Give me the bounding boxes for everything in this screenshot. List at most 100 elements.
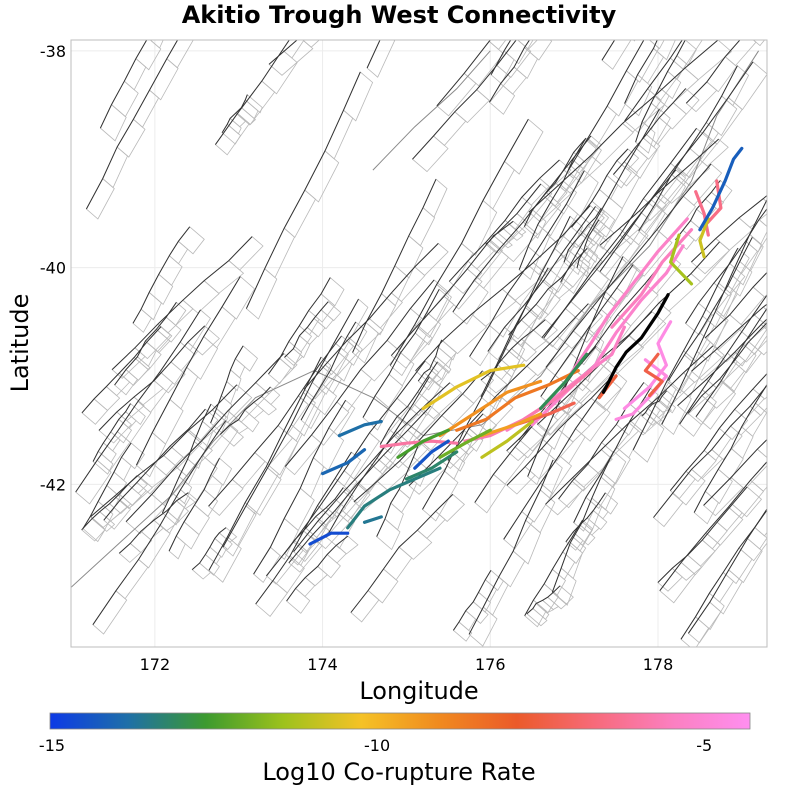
dip-polygon: [159, 488, 191, 534]
background-fault: [669, 372, 767, 491]
background-fault: [599, 138, 719, 246]
dip-polygon: [787, 276, 800, 310]
dip-polygon: [767, 0, 799, 17]
dip-polygon: [778, 245, 800, 292]
background-fault: [284, 279, 435, 467]
dip-polygon: [488, 82, 516, 115]
colorbar: [49, 712, 751, 730]
background-fault: [668, 237, 753, 381]
background-fault: [268, 277, 331, 375]
dip-polygon: [99, 103, 127, 142]
background-fault: [526, 585, 561, 615]
dip-polygon: [503, 40, 534, 65]
background-fault: [422, 267, 549, 510]
background-fault: [695, 307, 767, 417]
background-fault: [161, 403, 212, 514]
dip-polygon: [182, 280, 220, 314]
background-fault: [90, 384, 238, 517]
co-rupture-fault: [421, 363, 526, 411]
dip-polygon: [244, 94, 263, 114]
dip-polygon: [151, 398, 184, 445]
background-fault: [376, 442, 420, 537]
dip-polygon: [320, 276, 345, 307]
background-fault: [685, 40, 741, 104]
dip-polygon: [261, 49, 298, 95]
dip-polygon: [210, 457, 233, 486]
background-fault: [362, 289, 440, 418]
dip-polygon: [608, 165, 640, 210]
co-rupture-fault: [438, 379, 543, 438]
dip-polygon: [573, 496, 597, 532]
background-fault: [641, 390, 668, 417]
background-fault: [687, 322, 767, 414]
dip-polygon: [517, 40, 538, 50]
background-fault: [563, 207, 602, 263]
connected-fault-traces: [308, 146, 744, 546]
dip-polygon: [317, 553, 341, 579]
dip-polygon: [216, 395, 233, 419]
dip-polygon: [168, 240, 189, 265]
dip-polygon: [436, 72, 477, 117]
dip-polygon: [264, 227, 295, 279]
dip-polygon: [789, 235, 800, 278]
dip-polygon: [159, 341, 196, 385]
dip-polygon: [435, 346, 453, 369]
chart-title: Akitio Trough West Connectivity: [182, 1, 617, 29]
background-fault: [518, 253, 670, 440]
dip-polygon: [155, 316, 182, 343]
dip-polygon: [470, 288, 517, 327]
background-fault: [487, 206, 596, 352]
background-fault: [300, 321, 357, 421]
dip-polygon: [149, 40, 164, 49]
dip-polygon: [473, 248, 510, 289]
background-fault: [412, 40, 517, 160]
dip-polygon: [551, 567, 577, 606]
background-fault: [573, 371, 661, 523]
dip-polygon: [203, 306, 236, 349]
background-fault: [545, 163, 712, 368]
background-fault: [452, 135, 592, 313]
background-fault: [468, 459, 554, 635]
dip-polygon: [749, 461, 767, 492]
dip-polygon: [452, 279, 489, 325]
background-fault: [210, 345, 244, 424]
background-fault: [693, 383, 767, 513]
colorbar-label: Log10 Co-rupture Rate: [262, 758, 535, 786]
background-fault: [485, 220, 514, 245]
dip-polygon: [140, 291, 162, 321]
background-fault: [75, 309, 201, 493]
dip-polygon: [766, 508, 767, 510]
background-fault: [565, 492, 606, 543]
background-fault: [221, 94, 248, 133]
dip-polygon: [114, 369, 138, 396]
dip-polygon: [598, 174, 619, 200]
co-rupture-fault: [539, 352, 589, 411]
background-fault: [82, 442, 132, 529]
x-tick-label: 176: [475, 655, 506, 674]
co-rupture-fault: [694, 190, 710, 237]
co-rupture-fault: [463, 369, 593, 443]
co-rupture-fault: [480, 419, 534, 459]
dip-polygon: [690, 1, 719, 37]
dip-polygon: [787, 448, 800, 490]
dip-polygon: [753, 294, 767, 325]
dip-polygon: [422, 178, 448, 218]
co-rupture-fault: [643, 352, 664, 398]
background-fault: [571, 148, 629, 228]
co-rupture-fault: [698, 146, 744, 232]
dip-polygon: [138, 524, 171, 569]
background-fault: [679, 294, 767, 425]
background-fault: [503, 371, 616, 540]
dip-polygon: [762, 303, 767, 311]
dip-polygon: [634, 133, 661, 160]
dip-polygon: [758, 208, 767, 228]
co-rupture-fault: [404, 450, 459, 481]
background-fault: [85, 40, 179, 210]
dip-polygon: [754, 383, 767, 414]
dip-polygon: [335, 535, 359, 555]
dip-polygon: [585, 308, 612, 340]
dip-polygon: [305, 515, 328, 538]
background-fault: [125, 353, 285, 522]
dip-polygon: [523, 40, 553, 61]
dip-polygon: [286, 587, 311, 614]
